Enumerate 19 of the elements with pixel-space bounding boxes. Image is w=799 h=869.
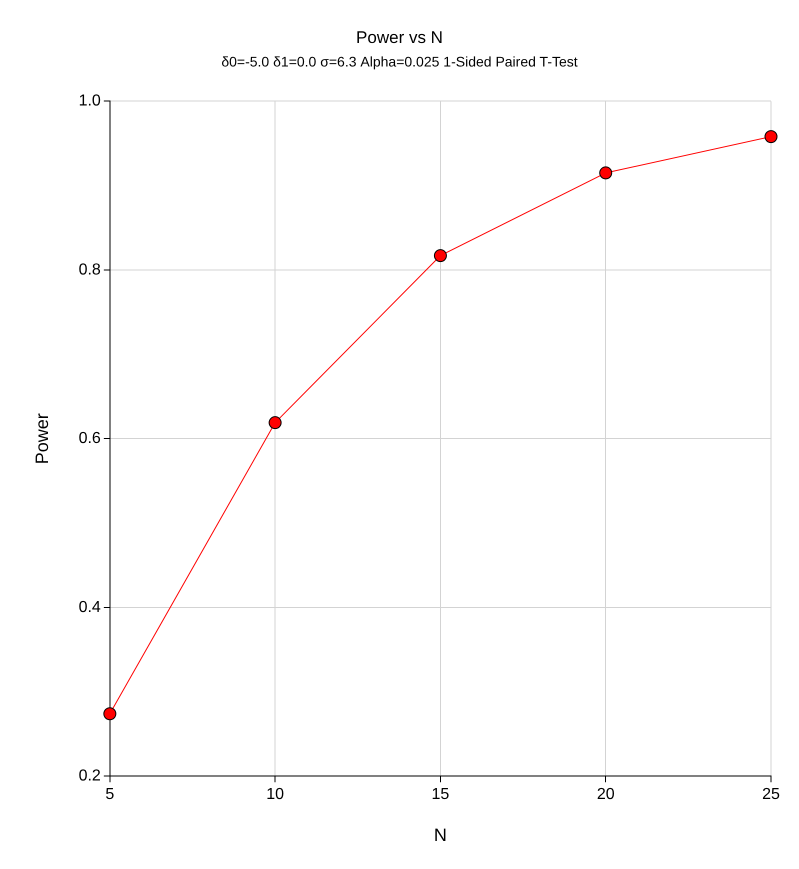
y-tick-label: 0.8 — [78, 261, 101, 278]
y-axis-title: Power — [32, 413, 52, 464]
x-tick-label: 20 — [596, 786, 615, 804]
point — [599, 166, 612, 180]
x-tick-label: 5 — [105, 786, 114, 804]
x-tick-label: 15 — [432, 786, 450, 804]
y-tick-label: 0.2 — [78, 768, 101, 785]
point — [434, 249, 447, 262]
point — [103, 707, 116, 720]
point — [764, 130, 778, 144]
x-axis-title: N — [434, 825, 447, 846]
chart-subtitle: δ0=-5.0 δ1=0.0 σ=6.3 Alpha=0.025 1-Sided Paired T-Test — [221, 54, 578, 70]
x-tick-label: 25 — [762, 786, 780, 804]
y-tick-label: 0.6 — [78, 430, 101, 448]
y-tick-label: 0.4 — [78, 598, 101, 616]
chart-title: Power vs N — [356, 28, 443, 47]
point — [268, 416, 282, 430]
y-tick-label: 1.0 — [78, 92, 101, 110]
x-tick-label: 10 — [266, 786, 284, 804]
